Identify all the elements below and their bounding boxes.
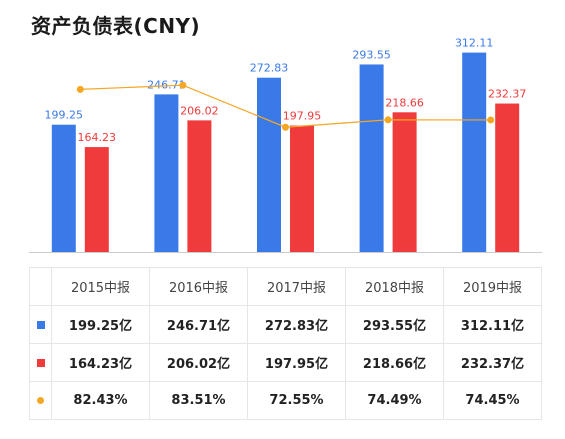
table-header-cell: 2019中报 xyxy=(443,267,542,306)
bar-assets xyxy=(154,94,179,252)
table-cell: 197.95亿 xyxy=(247,343,346,382)
table-row: 199.25亿 246.71亿 272.83亿 293.55亿 312.11亿 xyxy=(29,305,542,344)
table-cell: 206.02亿 xyxy=(149,343,248,382)
table-header-cell: 2017中报 xyxy=(247,267,346,306)
data-label: 206.02 xyxy=(180,104,219,117)
table-cell: 272.83亿 xyxy=(247,305,346,344)
ratio-point xyxy=(282,123,289,131)
ratio-point xyxy=(179,81,187,89)
table-cell: 164.23亿 xyxy=(51,343,150,382)
bar-liabilities xyxy=(187,120,212,252)
bar-liabilities xyxy=(290,125,314,252)
data-label: 293.55 xyxy=(352,48,391,61)
bar-liabilities xyxy=(392,112,417,252)
table-cell: 232.37亿 xyxy=(443,343,542,382)
table-header-cell: 2018中报 xyxy=(345,267,444,306)
square-icon xyxy=(36,320,45,329)
table-cell: 83.51% xyxy=(149,381,248,420)
bar-assets xyxy=(462,52,487,252)
table-header-cell: 2016中报 xyxy=(149,267,248,306)
chart-title: 资产负债表(CNY) xyxy=(31,14,201,38)
table-header-row: 2015中报 2016中报 2017中报 2018中报 2019中报 xyxy=(29,267,542,306)
data-label: 199.25 xyxy=(45,109,84,122)
data-label: 312.11 xyxy=(455,37,494,50)
balance-sheet-chart: 199.25 246.71 272.83 293.55 312.11 164.23 206.… xyxy=(29,37,542,253)
square-icon xyxy=(36,358,45,367)
table-row: 164.23亿 206.02亿 197.95亿 218.66亿 232.37亿 xyxy=(29,343,542,382)
table-cell: 218.66亿 xyxy=(345,343,444,382)
data-label: 164.23 xyxy=(78,131,117,144)
bar-assets xyxy=(257,77,281,252)
data-label: 218.66 xyxy=(385,96,424,109)
bar-assets xyxy=(51,124,76,252)
table-row-key xyxy=(29,343,52,382)
data-label: 197.95 xyxy=(283,110,322,123)
data-table: 2015中报 2016中报 2017中报 2018中报 2019中报 199.2… xyxy=(29,267,542,420)
table-corner xyxy=(29,267,52,306)
table-header-cell: 2015中报 xyxy=(51,267,150,306)
table-cell: 293.55亿 xyxy=(345,305,444,344)
table-cell: 312.11亿 xyxy=(443,305,542,344)
bar-liabilities xyxy=(84,147,109,252)
data-label: 246.71 xyxy=(147,78,186,91)
data-label: 232.37 xyxy=(488,88,527,101)
table-cell: 199.25亿 xyxy=(51,305,150,344)
dot-icon xyxy=(37,397,44,404)
table-row-key xyxy=(29,381,52,420)
table-cell: 246.71亿 xyxy=(149,305,248,344)
table-row-key xyxy=(29,305,52,344)
table-cell: 72.55% xyxy=(247,381,346,420)
bar-liabilities xyxy=(495,103,520,253)
table-row: 82.43% 83.51% 72.55% 74.49% 74.45% xyxy=(29,381,542,420)
ratio-point xyxy=(76,85,84,93)
table-cell: 74.45% xyxy=(443,381,542,420)
bar-assets xyxy=(359,64,384,253)
ratio-point xyxy=(487,116,495,124)
data-label: 272.83 xyxy=(250,62,289,75)
table-cell: 74.49% xyxy=(345,381,444,420)
table-cell: 82.43% xyxy=(51,381,150,420)
ratio-point xyxy=(384,116,392,124)
